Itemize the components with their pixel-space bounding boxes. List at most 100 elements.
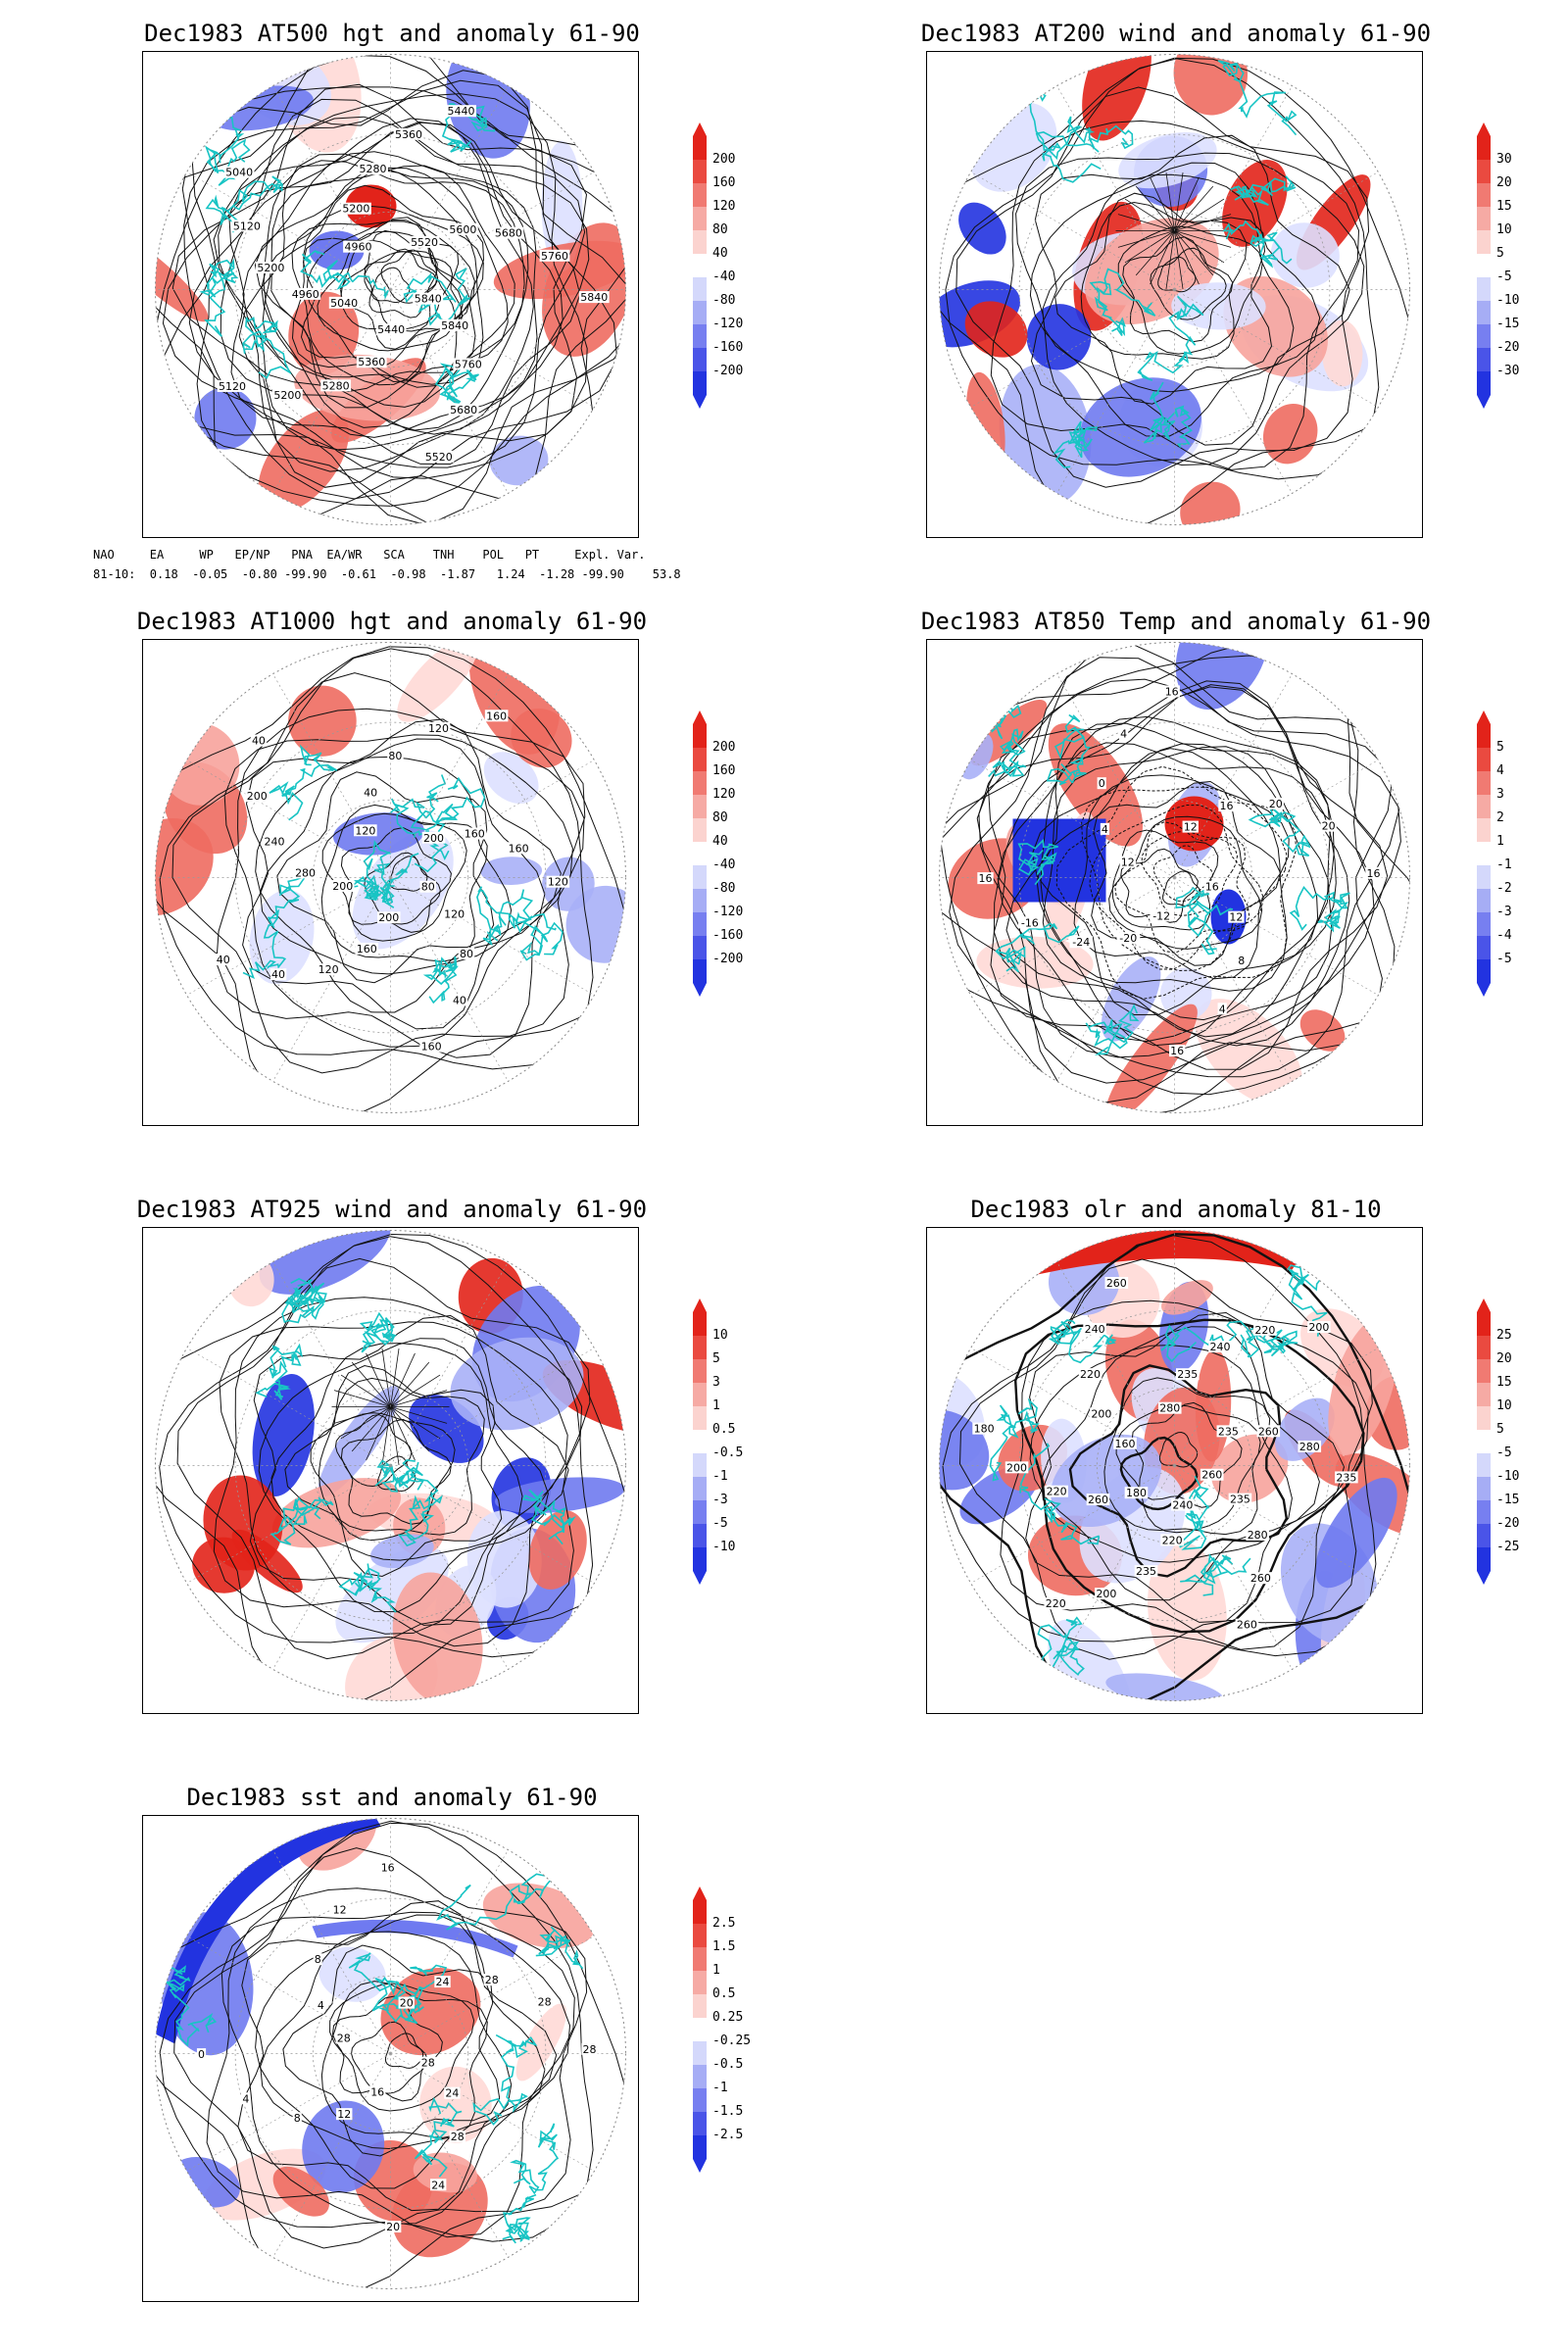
colorbar: 30 20 15 10 5 -5 -10 -15 -20 -30 — [1475, 122, 1568, 409]
contour-label: 16 — [381, 1861, 395, 1874]
colorbar-tick-label: 160 — [712, 175, 736, 190]
colorbar-scale — [693, 1298, 707, 1585]
contour-label: 5120 — [233, 220, 261, 232]
colorbar-tick-label: 1 — [712, 1398, 720, 1413]
coastline — [1222, 220, 1293, 269]
contour-line — [172, 83, 588, 488]
contour-label-bg — [387, 750, 404, 762]
colorbar-segment — [1477, 1430, 1491, 1453]
colorbar-tick-label: 1 — [1496, 834, 1504, 849]
contour-label-bg — [419, 880, 436, 893]
streamline — [1165, 230, 1175, 289]
positive-anomaly-shade — [493, 240, 626, 300]
contour-label: 5520 — [411, 236, 438, 249]
positive-anomaly-shade — [288, 685, 357, 757]
colorbar-segment — [693, 324, 707, 348]
meridian — [390, 172, 595, 290]
colorbar-segment — [1477, 254, 1491, 277]
negative-anomaly-shade — [1026, 304, 1092, 370]
streamline — [376, 1455, 416, 1493]
colorbar-segment — [693, 348, 707, 371]
contour-label: 235 — [1136, 1565, 1156, 1578]
colorbar-tick-label: -1 — [712, 2081, 728, 2095]
colorbar-tick-label: -2 — [1496, 881, 1512, 896]
colorbar-segment — [693, 1430, 707, 1453]
contour-line — [939, 644, 1395, 1105]
contour-label-bg — [1116, 932, 1141, 945]
colorbar-segment — [693, 748, 707, 771]
panel-at850-temp: Dec1983 AT850 Temp and anomaly 61-90 16 1… — [784, 588, 1568, 1176]
meridian — [272, 289, 391, 494]
streamline — [176, 1257, 591, 1660]
colorbar-segment — [693, 277, 707, 301]
contour-label-bg — [463, 827, 487, 840]
latitude-circle — [312, 799, 469, 956]
contour-label: -24 — [1072, 936, 1090, 949]
contour-label: 5200 — [257, 262, 284, 274]
contour-line — [216, 708, 585, 1058]
coastline — [164, 1965, 218, 2047]
colorbar-segment — [693, 1477, 707, 1500]
coastline — [1048, 1319, 1116, 1364]
map-boundary — [155, 1818, 626, 2289]
colorbar-segment — [1477, 277, 1491, 301]
contour-label: 240 — [1085, 1323, 1105, 1336]
panel-title: Dec1983 sst and anomaly 61-90 — [186, 1784, 598, 1811]
contour-label-bg — [328, 296, 360, 309]
contour-label-bg — [1018, 916, 1042, 929]
contour-line — [949, 657, 1400, 1078]
colorbar-scale — [693, 1886, 707, 2173]
colorbar-tick-label: 15 — [1496, 1375, 1512, 1390]
contour-line — [1091, 780, 1282, 966]
streamline — [1157, 256, 1197, 293]
colorbar: 200 160 120 80 40 -40 -80 -120 -160 -200 — [691, 710, 808, 997]
colorbar-segment — [1477, 724, 1491, 748]
coastline — [270, 1496, 334, 1545]
colorbar-segment — [693, 2088, 707, 2112]
streamline — [366, 1406, 391, 1461]
colorbar-tick-label: -80 — [712, 293, 736, 308]
contour-label-bg — [423, 450, 455, 463]
panel-at200-wind: Dec1983 AT200 wind and anomaly 61-90 30 2… — [784, 0, 1568, 588]
coastline — [434, 363, 479, 404]
colorbar-tick-label: 4 — [1496, 763, 1504, 778]
contour-label-bg — [320, 379, 352, 392]
contour-label-bg — [977, 872, 994, 885]
contour-label-bg — [1124, 1487, 1149, 1499]
latitude-circle — [1096, 1387, 1253, 1544]
colorbar-segment — [1477, 230, 1491, 254]
streamline — [1174, 230, 1214, 276]
colorbar-segment — [693, 1383, 707, 1406]
colorbar-tick-label: 1.5 — [712, 1939, 736, 1954]
contour-label-bg — [1171, 1498, 1195, 1511]
colorbar: 2.5 1.5 1 0.5 0.25 -0.25 -0.5 -1 -1.5 -2.5 — [691, 1886, 808, 2173]
contour-line — [255, 1914, 546, 2189]
colorbar-arrow-bottom — [693, 2159, 707, 2173]
panel-olr: Dec1983 olr and anomaly 81-10 260 235 280 2… — [784, 1176, 1568, 1764]
colorbar-segment — [693, 254, 707, 277]
positive-anomaly-shade — [231, 1529, 303, 1593]
contour-label: -16 — [1021, 916, 1039, 929]
contour-label: 5840 — [580, 291, 608, 304]
contour-label-bg — [1045, 1485, 1068, 1497]
negative-anomaly-shade — [466, 1510, 542, 1608]
colorbar-segment — [693, 818, 707, 842]
colorbar-tick-label: 0.5 — [712, 1986, 736, 2001]
colorbar-segment — [693, 1406, 707, 1430]
panel-title: Dec1983 AT200 wind and anomaly 61-90 — [920, 20, 1432, 47]
streamline — [333, 1406, 391, 1424]
streamline — [390, 1406, 416, 1461]
negative-anomaly-shade — [1101, 956, 1161, 1042]
colorbar-tick-label: 160 — [712, 763, 736, 778]
contour-label-bg — [546, 875, 570, 888]
contour-label-bg — [231, 220, 263, 232]
contour-label-bg — [1097, 777, 1106, 790]
streamline — [1124, 198, 1175, 231]
colorbar-segment — [693, 1453, 707, 1477]
contour-line — [384, 2033, 424, 2069]
contour-label-bg — [1208, 1341, 1232, 1353]
meridian — [1056, 289, 1175, 494]
streamline — [390, 1406, 430, 1452]
colorbar-tick-label: -0.5 — [712, 2057, 744, 2072]
latitude-circle — [312, 1387, 469, 1544]
